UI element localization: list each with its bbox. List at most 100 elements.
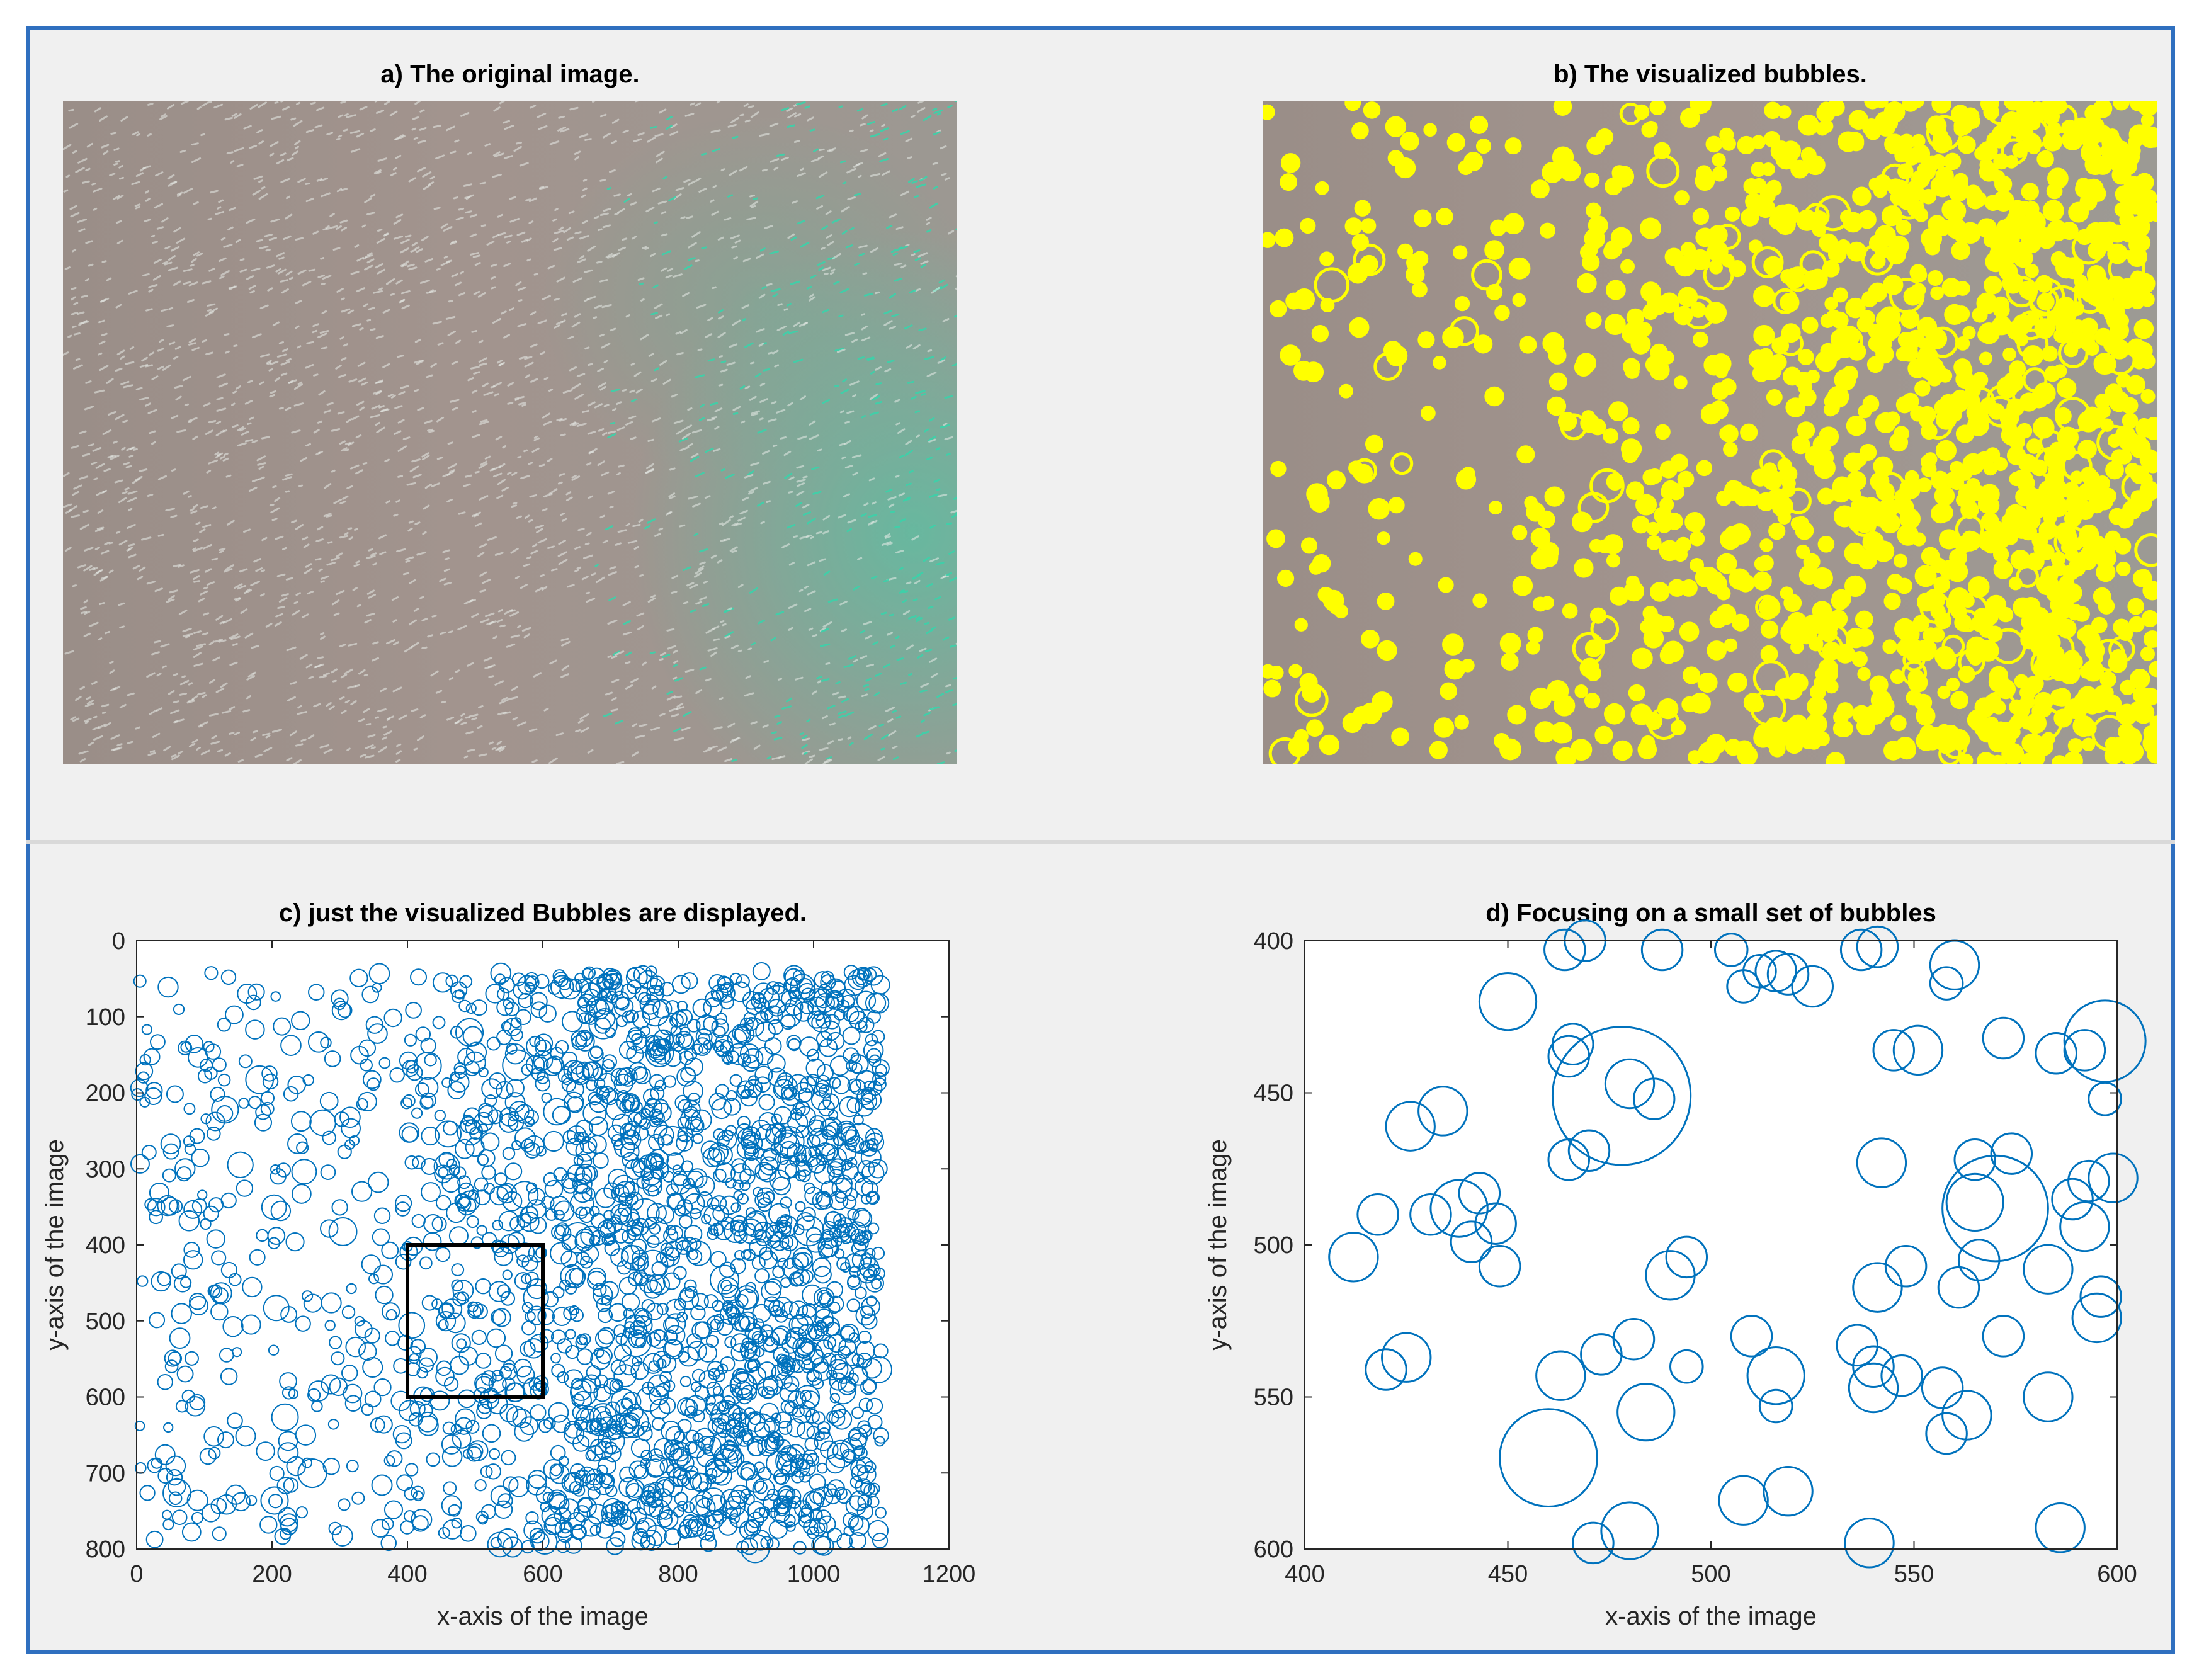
streak: [671, 394, 678, 398]
bubble: [588, 1135, 607, 1154]
bubble: [538, 1004, 557, 1023]
streak: [473, 514, 479, 518]
streak: [173, 564, 181, 567]
bubble: [497, 1493, 513, 1509]
streak: [426, 374, 433, 378]
bubble: [710, 1319, 721, 1331]
streak: [846, 528, 853, 533]
bubble: [420, 1038, 436, 1054]
bubble-marker: [1894, 426, 1909, 442]
bubble: [806, 1048, 820, 1062]
streak: [502, 445, 506, 449]
bubble-marker: [1612, 166, 1635, 188]
bubble-marker: [2054, 660, 2069, 676]
bubble: [157, 1468, 174, 1484]
bubble: [685, 1429, 700, 1444]
bubble-marker: [2147, 202, 2157, 222]
bubble: [856, 1352, 872, 1368]
streak: [265, 623, 273, 628]
bubble: [492, 1219, 503, 1231]
streak: [346, 418, 353, 423]
streak: [533, 273, 538, 276]
bubble: [367, 1023, 388, 1044]
streak: [302, 536, 309, 541]
streak: [259, 593, 266, 597]
bubble: [684, 1285, 698, 1299]
bubble: [520, 1341, 536, 1357]
streak: [793, 535, 798, 538]
bubble: [482, 1424, 501, 1443]
streak: [176, 191, 183, 196]
bubble-marker: [1442, 633, 1464, 656]
streak: [887, 360, 895, 363]
streak: [819, 558, 826, 562]
streak: [478, 339, 484, 344]
bubble-marker: [1475, 139, 1492, 154]
streak: [787, 233, 795, 239]
bubble: [210, 1497, 227, 1514]
streak: [940, 424, 950, 429]
bubble-marker: [2050, 552, 2066, 567]
streak: [84, 547, 94, 552]
bubble: [381, 1518, 394, 1530]
bubble: [713, 1168, 727, 1183]
streak: [753, 197, 758, 200]
bubble-marker: [1586, 202, 1602, 219]
bubble: [324, 1320, 336, 1331]
streak: [774, 364, 780, 368]
streak: [419, 714, 426, 718]
streak: [533, 672, 542, 678]
bubble-marker: [1344, 217, 1363, 236]
bubble: [865, 1033, 878, 1047]
streak: [587, 495, 594, 499]
bubble: [751, 1256, 766, 1270]
streak: [365, 754, 375, 759]
streak: [744, 342, 754, 348]
streak: [747, 470, 754, 476]
streak: [558, 226, 564, 231]
bubble-marker: [1327, 470, 1346, 490]
streak: [929, 493, 939, 498]
streak: [413, 137, 419, 140]
bubble: [788, 1300, 809, 1320]
bubble-marker: [2124, 742, 2144, 762]
streak: [215, 421, 222, 424]
streak: [271, 518, 278, 521]
bubble: [157, 976, 179, 998]
bubble-marker: [1690, 557, 1705, 572]
bubble: [419, 1256, 433, 1270]
streak: [327, 541, 333, 544]
bubble: [855, 1020, 868, 1033]
bubble: [504, 1001, 520, 1016]
streak: [844, 421, 850, 424]
bubble-marker: [2062, 128, 2084, 150]
streak: [741, 420, 746, 424]
bubble-marker: [1893, 553, 1908, 568]
bubble: [490, 1485, 511, 1506]
streak: [926, 229, 932, 233]
streak: [88, 741, 94, 746]
streak: [331, 599, 340, 606]
streak: [173, 280, 181, 287]
streak: [251, 478, 260, 482]
streak: [559, 128, 570, 133]
streak: [316, 106, 325, 111]
bubble-marker: [2038, 543, 2055, 560]
streak: [63, 503, 72, 508]
streak: [111, 747, 120, 751]
streak: [256, 239, 263, 242]
streak: [168, 341, 176, 346]
streak: [333, 612, 340, 616]
streak: [264, 233, 273, 237]
bubble-marker: [1883, 101, 1906, 123]
bubble-marker: [2021, 183, 2039, 201]
streak: [647, 597, 656, 603]
streak: [942, 636, 950, 641]
streak: [920, 260, 929, 265]
streak: [898, 246, 909, 251]
streak: [809, 754, 815, 758]
streak: [198, 598, 205, 603]
streak: [637, 132, 645, 136]
streak: [118, 164, 123, 169]
bubble-marker: [1756, 198, 1776, 219]
